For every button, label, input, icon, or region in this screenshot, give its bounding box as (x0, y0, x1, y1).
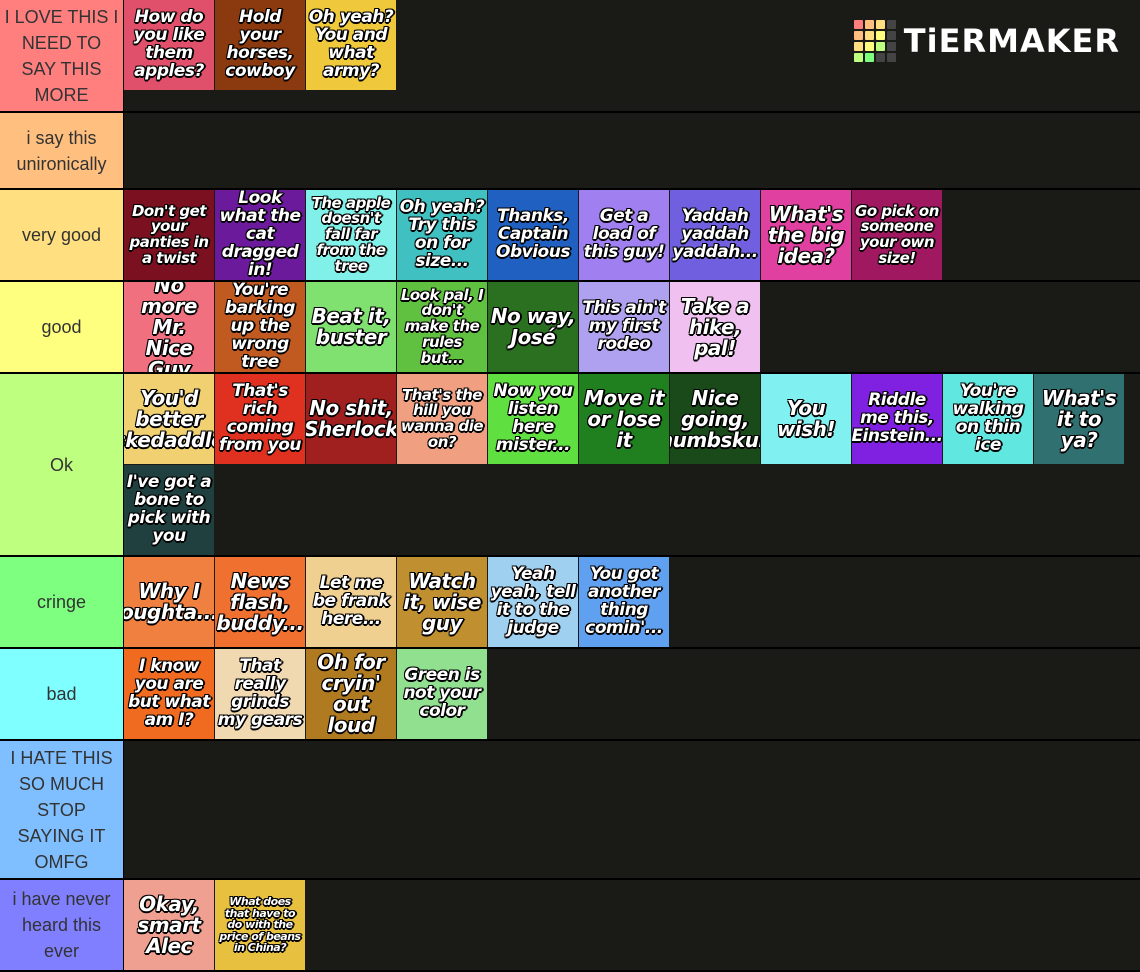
tier-item: You got another thing comin'... (579, 557, 669, 647)
tier-item: No way, José (488, 282, 578, 372)
tier-label: I LOVE THIS I NEED TO SAY THIS MORE (0, 0, 124, 111)
tier-label: bad (0, 649, 124, 739)
tier-item: You wish! (761, 374, 851, 464)
tier-item: Now you listen here mister... (488, 374, 578, 464)
tier-label: i say this unironically (0, 113, 124, 188)
tier-item: What's the big idea? (761, 190, 851, 280)
tier-label: good (0, 282, 124, 372)
tier-item: I know you are but what am I? (124, 649, 214, 739)
tier-row: very good Don't get your panties in a twi… (0, 190, 1140, 282)
tier-item: You're barking up the wrong tree (215, 282, 305, 372)
tier-item: You'd better skedaddle (124, 374, 214, 464)
logo-icon (853, 20, 896, 62)
tier-label: very good (0, 190, 124, 280)
tier-item: Oh for cryin' out loud (306, 649, 396, 739)
tier-item: I've got a bone to pick with you (124, 465, 214, 555)
tier-item: Move it or lose it (579, 374, 669, 464)
tier-item: That really grinds my gears (215, 649, 305, 739)
tier-item: What's it to ya? (1034, 374, 1124, 464)
tier-item: No shit, Sherlock (306, 374, 396, 464)
tier-item: Take a hike, pal! (670, 282, 760, 372)
tier-items (124, 113, 1139, 188)
tier-row: bad I know you are but what am I? That rea… (0, 649, 1140, 741)
tier-item: Beat it, buster (306, 282, 396, 372)
tier-item: News flash, buddy... (215, 557, 305, 647)
tier-item: Thanks, Captain Obvious (488, 190, 578, 280)
tier-item: Yeah yeah, tell it to the judge (488, 557, 578, 647)
tier-items: How do you like them apples? Hold your ho… (124, 0, 1139, 111)
tier-item: Watch it, wise guy (397, 557, 487, 647)
tier-row: I LOVE THIS I NEED TO SAY THIS MORE How d… (0, 0, 1140, 113)
tier-label: i have never heard this ever (0, 880, 124, 970)
tier-item: What does that have to do with the price… (215, 880, 305, 970)
tier-item: Hold your horses, cowboy (215, 0, 305, 90)
tier-item: That's rich coming from you (215, 374, 305, 464)
tier-item: You're walking on thin ice (943, 374, 1033, 464)
tier-item: Why I oughta... (124, 557, 214, 647)
tier-item: No more Mr. Nice Guy (124, 282, 214, 372)
tier-item: Get a load of this guy! (579, 190, 669, 280)
tier-item: Oh yeah? Try this on for size... (397, 190, 487, 280)
tier-label: Ok (0, 374, 124, 555)
logo: TiERMAKER (853, 20, 1120, 62)
logo-text: TiERMAKER (903, 22, 1120, 60)
tier-item: Look what the cat dragged in! (215, 190, 305, 280)
tier-items: Okay, smart Alec What does that have to d… (124, 880, 1139, 970)
tier-item: Yaddah yaddah yaddah... (670, 190, 760, 280)
tier-item: Don't get your panties in a twist (124, 190, 214, 280)
tier-item: The apple doesn't fall far from the tree (306, 190, 396, 280)
tier-item: Nice going, numbskull (670, 374, 760, 464)
tier-items: You'd better skedaddleThat's rich coming… (124, 374, 1139, 555)
tier-items: No more Mr. Nice Guy You're barking up th… (124, 282, 1139, 372)
tier-item: Riddle me this, Einstein... (852, 374, 942, 464)
tier-row: I HATE THIS SO MUCH STOP SAYING IT OMFG (0, 741, 1140, 880)
tier-item: Oh yeah? You and what army? (306, 0, 396, 90)
tier-row: i have never heard this ever Okay, smart … (0, 880, 1140, 972)
tier-item: Okay, smart Alec (124, 880, 214, 970)
tier-label: I HATE THIS SO MUCH STOP SAYING IT OMFG (0, 741, 124, 878)
tier-row: good No more Mr. Nice Guy You're barking u… (0, 282, 1140, 374)
tier-item: How do you like them apples? (124, 0, 214, 90)
tier-items: Don't get your panties in a twist Look wh… (124, 190, 1139, 280)
tier-items: I know you are but what am I? That really… (124, 649, 1139, 739)
tier-item: Green is not your color (397, 649, 487, 739)
tier-item: Look pal, I don't make the rules but... (397, 282, 487, 372)
tier-row: i say this unironically (0, 113, 1140, 190)
tier-item: Let me be frank here... (306, 557, 396, 647)
tier-row: cringe Why I oughta... News flash, buddy..… (0, 557, 1140, 649)
tier-item: Go pick on someone your own size! (852, 190, 942, 280)
tier-label: cringe (0, 557, 124, 647)
tier-item: That's the hill you wanna die on? (397, 374, 487, 464)
tier-item: This ain't my first rodeo (579, 282, 669, 372)
tier-items (124, 741, 1139, 878)
tier-items: Why I oughta... News flash, buddy... Let m… (124, 557, 1139, 647)
